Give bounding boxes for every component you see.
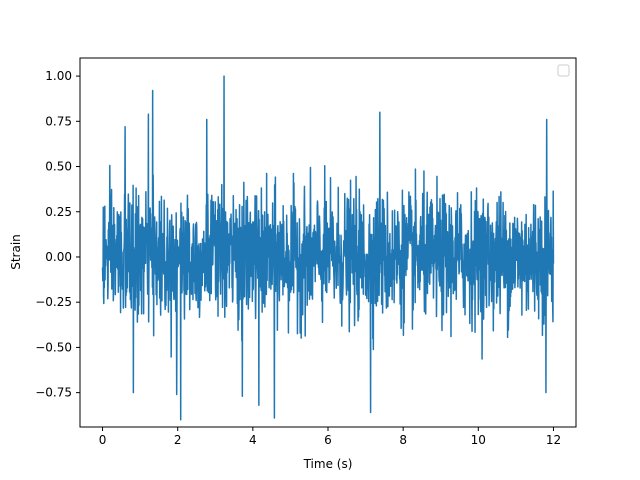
ticks: 0 2 4 6 8 10 12 −0.75 −0.50 −0.25 0.00 0.25 0.50 0.75… xyxy=(35,69,561,447)
x-tick-label: 6 xyxy=(324,433,332,447)
y-tick-label: 1.00 xyxy=(45,69,72,83)
y-tick-label: 0.50 xyxy=(45,160,72,174)
x-tick-label: 0 xyxy=(99,433,107,447)
y-tick-label: −0.50 xyxy=(35,340,72,354)
y-tick-label: 0.25 xyxy=(45,205,72,219)
y-axis-label: Strain xyxy=(9,234,23,270)
series-line-0 xyxy=(101,75,555,421)
x-axis-label: Time (s) xyxy=(303,457,353,471)
x-tick-label: 12 xyxy=(546,433,561,447)
plot-area xyxy=(101,75,555,421)
legend-box xyxy=(557,64,570,77)
y-tick-label: −0.25 xyxy=(35,295,72,309)
x-tick-label: 10 xyxy=(471,433,486,447)
y-tick-label: −0.75 xyxy=(35,386,72,400)
y-tick-label: 0.00 xyxy=(45,250,72,264)
y-tick-label: 0.75 xyxy=(45,114,72,128)
x-tick-label: 2 xyxy=(174,433,182,447)
x-tick-label: 8 xyxy=(399,433,407,447)
x-tick-label: 4 xyxy=(249,433,257,447)
